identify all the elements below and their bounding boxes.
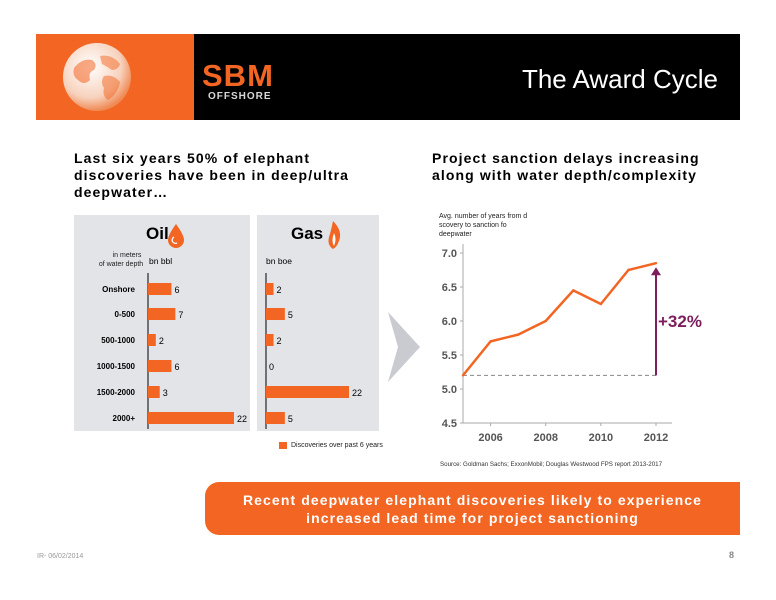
x-tick-label: 2012 — [644, 432, 668, 444]
chart-ylabel-line3: deepwater — [439, 231, 472, 238]
oil-bar — [148, 308, 176, 320]
gas-bar-value: 5 — [288, 310, 293, 320]
y-tick-label: 4.5 — [442, 418, 457, 430]
y-tick-label: 5.0 — [442, 384, 457, 396]
flame-icon — [328, 221, 341, 249]
chart-ylabel-line2: scovery to sanction fo — [439, 222, 507, 229]
oil-bar-value: 7 — [178, 310, 183, 320]
line-chart: Avg. number of years from d scovery to s… — [439, 213, 702, 444]
gas-title: Gas — [291, 224, 323, 243]
oil-bar-chart: Oil in meters of water depth bn bbl Onsh… — [97, 224, 247, 429]
chart-ylabel-line1: Avg. number of years from d — [439, 213, 527, 220]
oil-title: Oil — [146, 224, 169, 243]
y-tick-label: 6.0 — [442, 316, 457, 328]
data-point — [516, 333, 520, 336]
page-title: The Award Cycle — [521, 64, 718, 94]
row-header-line1: in meters — [113, 252, 142, 259]
row-label: 2000+ — [113, 414, 136, 423]
oil-bar — [148, 360, 172, 372]
data-point — [599, 302, 603, 306]
logo-subtext: OFFSHORE — [208, 91, 272, 102]
oil-bar — [148, 334, 156, 346]
globe-icon — [63, 43, 131, 111]
y-tick-label: 7.0 — [442, 248, 457, 260]
increase-arrow — [651, 267, 661, 376]
header-black-block — [194, 34, 740, 120]
x-tick-label: 2008 — [533, 432, 557, 444]
increase-label: +32% — [658, 312, 702, 331]
oil-bar-value: 2 — [159, 336, 164, 346]
left-heading: Last six years 50% of elephant discoveri… — [74, 150, 350, 200]
header-band: SBM OFFSHORE The Award Cycle — [36, 34, 740, 120]
y-tick-label: 5.5 — [442, 350, 457, 362]
gas-bar-value: 2 — [277, 336, 282, 346]
data-point — [544, 319, 547, 323]
oil-bar-value: 22 — [237, 414, 247, 424]
gas-bar-value: 22 — [352, 388, 362, 398]
gas-bar — [266, 334, 274, 346]
gas-bar-value: 0 — [269, 362, 274, 372]
data-point — [627, 268, 630, 272]
oil-panel: Oil in meters of water depth bn bbl Onsh… — [74, 215, 250, 431]
row-label: 500-1000 — [101, 336, 135, 345]
gas-unit: bn boe — [266, 256, 292, 266]
oil-bar-value: 3 — [163, 388, 168, 398]
y-tick-label: 6.5 — [442, 282, 457, 294]
series-line — [462, 261, 657, 377]
x-tick-label: 2010 — [589, 432, 613, 444]
chart-legend: Discoveries over past 6 years — [279, 442, 383, 449]
data-point — [461, 374, 465, 377]
chevron-right-icon — [388, 312, 420, 382]
x-tick-label: 2006 — [478, 432, 502, 444]
oil-drop-icon — [168, 224, 184, 248]
header-orange-block — [36, 34, 194, 120]
row-label: 1000-1500 — [97, 362, 136, 371]
row-header-line2: of water depth — [99, 261, 143, 268]
increase-arrow-head — [651, 267, 661, 276]
data-point — [572, 289, 575, 292]
chart-source: Source: Goldman Sachs; ExxonMobil; Dougl… — [440, 461, 663, 468]
page-number: 8 — [729, 550, 735, 560]
gas-bar-value: 5 — [288, 414, 293, 424]
oil-bar — [148, 386, 160, 398]
gas-bar — [266, 412, 285, 424]
sbm-logo: SBM — [202, 60, 272, 90]
data-point — [654, 262, 658, 265]
legend-swatch — [279, 442, 287, 449]
conclusion-banner: Recent deepwater elephant discoveries li… — [205, 482, 740, 535]
footer-date: IR- 06/02/2014 — [37, 553, 84, 560]
oil-bar-value: 6 — [174, 285, 179, 295]
row-label: Onshore — [102, 285, 135, 294]
data-point — [489, 340, 492, 343]
gas-bar-chart: Gas bn boe 2 5 2 0 22 5 — [265, 221, 362, 429]
oil-bar-value: 6 — [174, 362, 179, 372]
oil-unit: bn bbl — [149, 256, 172, 266]
oil-bar — [148, 412, 234, 424]
right-heading: Project sanction delays increasing along… — [432, 150, 700, 183]
logo-text: SBM — [202, 60, 272, 90]
gas-bar — [266, 308, 285, 320]
gas-panel: Gas bn boe 2 5 2 0 22 5 — [257, 215, 379, 431]
legend-label: Discoveries over past 6 years — [291, 442, 383, 449]
oil-bar — [148, 283, 172, 295]
row-label: 1500-2000 — [97, 388, 136, 397]
row-label: 0-500 — [115, 310, 136, 319]
gas-bar — [266, 283, 274, 295]
gas-bar — [266, 386, 349, 398]
banner-text: Recent deepwater elephant discoveries li… — [242, 492, 703, 526]
gas-bar-value: 2 — [277, 285, 282, 295]
